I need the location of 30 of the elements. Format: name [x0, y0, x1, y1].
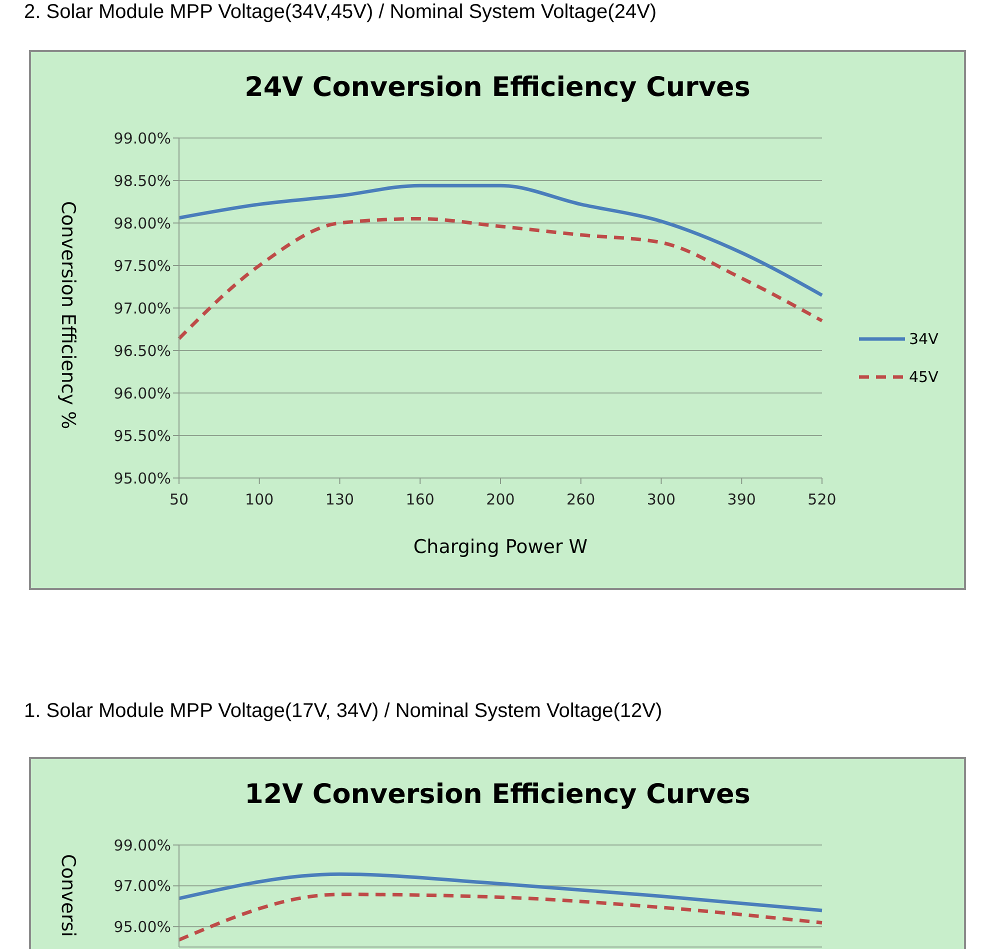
x-tick-label: 520: [808, 490, 836, 509]
x-tick-label: 160: [406, 490, 434, 509]
y-tick-label: 98.00%: [114, 214, 171, 232]
y-tick-label: 97.00%: [114, 877, 171, 896]
y-tick-label: 95.00%: [114, 469, 171, 488]
chart-title: 24V Conversion Efficiency Curves: [244, 72, 752, 103]
x-tick-label: 300: [646, 490, 676, 509]
text: 1. Solar Module MPP Voltage(17V, 34V) / Nominal System Voltage(12V): [24, 700, 662, 723]
y-tick-label: 97.00%: [114, 299, 171, 318]
x-tick-label: 130: [325, 490, 354, 509]
x-tick-label: 260: [566, 490, 596, 509]
x-tick-label: 200: [486, 490, 515, 509]
x-axis-title: Charging Power W: [412, 536, 589, 558]
x-tick-label: 100: [245, 490, 274, 509]
y-tick-label: 98.50%: [114, 172, 171, 190]
legend-label: 45V: [909, 368, 938, 386]
y-tick-label: 96.50%: [114, 342, 171, 360]
y-tick-label: 97.50%: [114, 256, 171, 275]
y-tick-label: 99.00%: [114, 836, 171, 854]
y-tick-label: 99.00%: [114, 129, 171, 148]
y-tick-label: 95.00%: [114, 918, 171, 936]
legend-label: 34V: [909, 330, 938, 348]
text: 2. Solar Module MPP Voltage(34V,45V) / Nominal System Voltage(24V): [24, 1, 657, 24]
y-axis-title: Conversion Efficiency %: [57, 200, 79, 432]
y-tick-label: 96.00%: [114, 384, 171, 402]
x-tick-label: 390: [727, 490, 756, 509]
chart-title: 12V Conversion Efficiency Curves: [244, 779, 752, 810]
y-axis-title: Conversi: [57, 854, 79, 937]
y-tick-label: 95.50%: [114, 426, 171, 445]
x-tick-label: 50: [169, 490, 189, 509]
